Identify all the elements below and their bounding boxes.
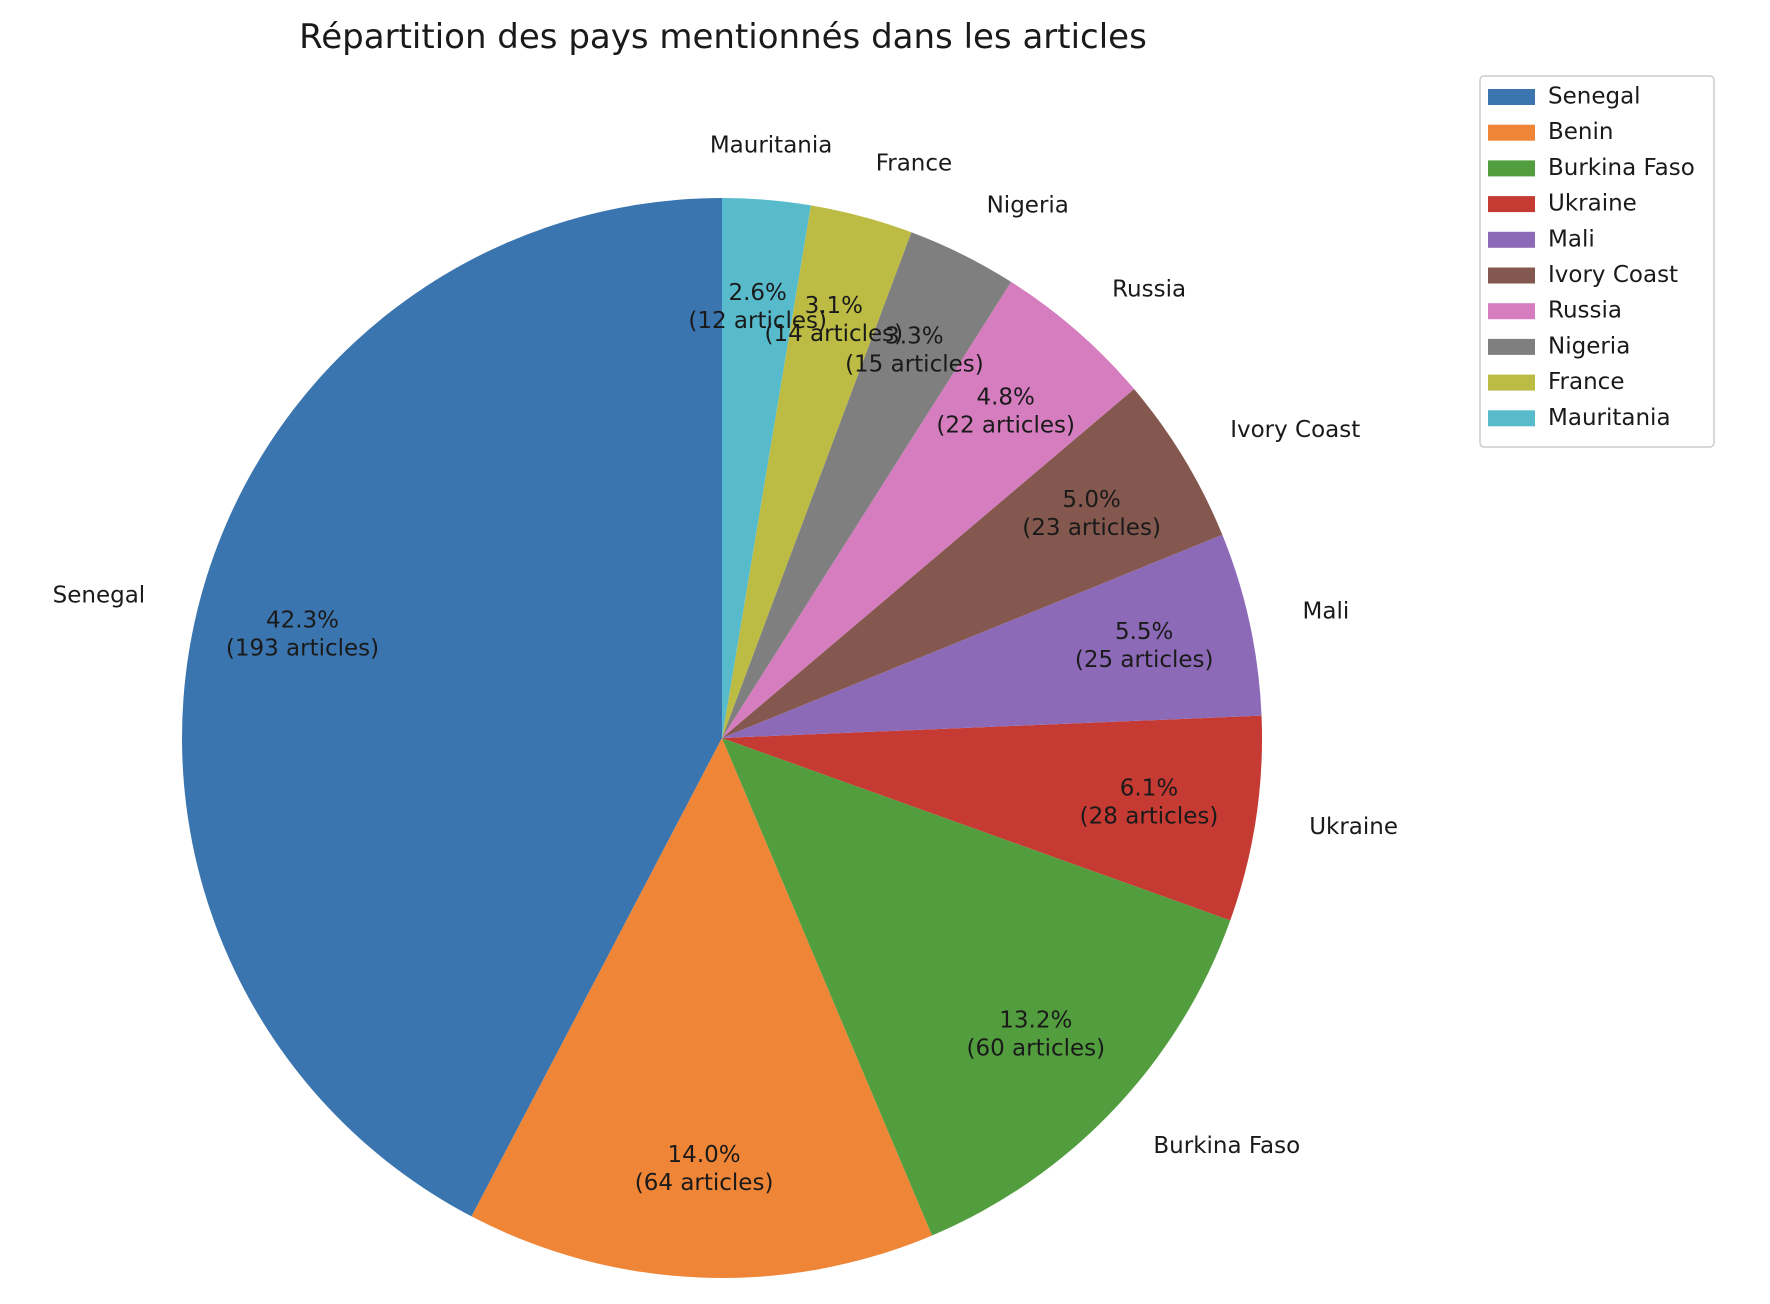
legend-swatch-nigeria: [1488, 338, 1535, 355]
legend-swatch-france: [1488, 374, 1535, 391]
slice-label-france: France: [876, 151, 952, 177]
legend-frame: [1479, 75, 1715, 448]
legend-label-mauritania: Mauritania: [1548, 405, 1671, 431]
slice-count-russia: (22 articles): [936, 413, 1075, 439]
slice-percent-russia: 4.8%: [976, 385, 1034, 411]
slice-label-mauritania: Mauritania: [710, 133, 833, 159]
slice-count-senegal: (193 articles): [226, 635, 379, 661]
slice-label-ivory-coast: Ivory Coast: [1230, 417, 1360, 443]
slice-label-ukraine: Ukraine: [1309, 814, 1398, 840]
slice-percent-senegal: 42.3%: [266, 607, 339, 633]
pie-slice-mali: [722, 534, 1262, 738]
slice-label-russia: Russia: [1112, 277, 1186, 303]
pie-slice-nigeria: [722, 232, 1012, 738]
legend-swatch-ivory-coast: [1488, 267, 1535, 284]
slice-percent-ukraine: 6.1%: [1120, 776, 1178, 802]
pie-slice-russia: [722, 281, 1135, 738]
legend-swatch-senegal: [1488, 89, 1535, 105]
slice-percent-mali: 5.5%: [1115, 619, 1173, 645]
legend-label-france: France: [1548, 369, 1624, 395]
legend-swatch-mauritania: [1488, 410, 1535, 427]
chart-title: Répartition des pays mentionnés dans les…: [299, 17, 1147, 57]
legend-label-ukraine: Ukraine: [1548, 191, 1637, 217]
legend-label-benin: Benin: [1548, 119, 1613, 145]
legend-label-senegal: Senegal: [1548, 84, 1641, 110]
legend-label-burkina-faso: Burkina Faso: [1548, 155, 1695, 181]
slice-percent-benin: 14.0%: [668, 1142, 741, 1168]
legend-label-nigeria: Nigeria: [1548, 333, 1630, 359]
slice-label-mali: Mali: [1303, 599, 1350, 625]
legend-swatch-ukraine: [1488, 196, 1535, 213]
slice-percent-mauritania: 2.6%: [728, 280, 786, 306]
slice-count-ivory-coast: (23 articles): [1022, 515, 1161, 541]
slice-count-mali: (25 articles): [1075, 647, 1214, 673]
pie-slice-senegal: [182, 198, 723, 1217]
legend-label-russia: Russia: [1548, 298, 1622, 324]
legend: Senegal Benin Burkina Faso Ukraine Mali Ivory…: [1479, 75, 1715, 448]
pie-slices: [182, 198, 1263, 1278]
legend-swatch-russia: [1488, 303, 1535, 320]
pie-slice-ukraine: [722, 715, 1263, 921]
slice-label-nigeria: Nigeria: [987, 193, 1069, 219]
pie-slice-mauritania: [722, 198, 811, 738]
slice-count-burkina-faso: (60 articles): [966, 1035, 1105, 1061]
legend-label-mali: Mali: [1548, 226, 1595, 252]
slice-count-mauritania: (12 articles): [688, 308, 827, 334]
slice-percent-ivory-coast: 5.0%: [1062, 487, 1120, 513]
legend-swatch-benin: [1488, 124, 1535, 141]
pie-slice-ivory-coast: [722, 389, 1223, 738]
slice-label-senegal: Senegal: [53, 583, 146, 609]
slice-percent-burkina-faso: 13.2%: [999, 1007, 1072, 1033]
pie-slice-burkina-faso: [722, 738, 1231, 1236]
slice-count-benin: (64 articles): [635, 1170, 774, 1196]
slice-count-ukraine: (28 articles): [1080, 804, 1219, 830]
slice-label-burkina-faso: Burkina Faso: [1153, 1133, 1300, 1159]
legend-swatch-burkina-faso: [1488, 160, 1535, 177]
legend-swatch-mali: [1488, 231, 1535, 248]
pie-slice-france: [722, 205, 912, 739]
slice-percent-nigeria: 3.3%: [885, 324, 943, 350]
slice-count-nigeria: (15 articles): [845, 352, 984, 378]
pie-slice-benin: [471, 738, 933, 1278]
legend-label-ivory-coast: Ivory Coast: [1548, 262, 1678, 288]
slice-count-france: (14 articles): [764, 321, 903, 347]
slice-percent-france: 3.1%: [805, 293, 863, 319]
